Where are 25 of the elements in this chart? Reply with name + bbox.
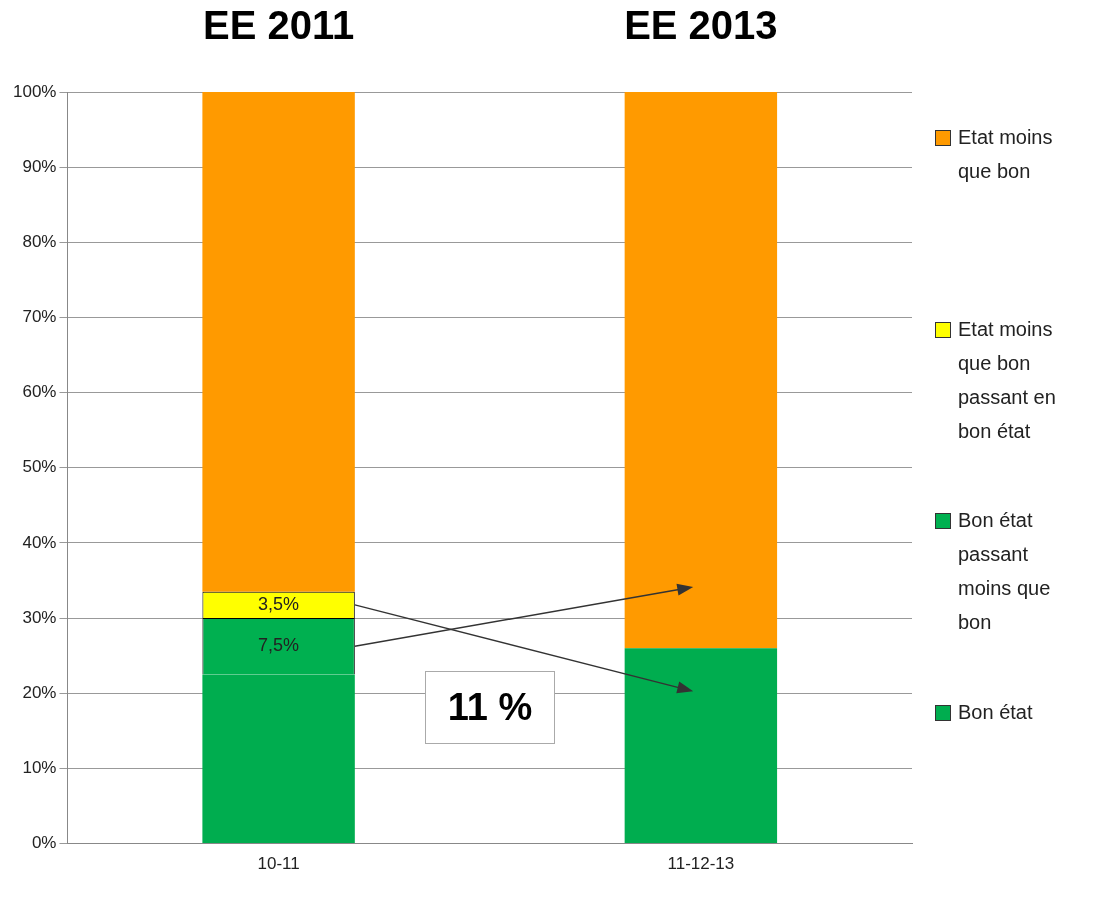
bar — [202, 92, 355, 592]
y-tick-label: 80% — [22, 232, 57, 252]
legend-label: Etat moins que bon — [958, 125, 1054, 184]
legend-label: Bon état passant moins que bon — [958, 508, 1052, 636]
legend-label: Etat moins que bon passant en bon état — [958, 316, 1057, 444]
annotation: 11 % — [424, 670, 556, 744]
y-tick-label: 30% — [22, 607, 57, 627]
data-label: 7,5% — [258, 635, 300, 656]
y-tick-label: 60% — [22, 382, 57, 402]
y-tick-label: 0% — [31, 833, 57, 853]
bar — [624, 648, 778, 844]
data-label: 3,5% — [258, 593, 300, 614]
bar — [624, 92, 778, 649]
y-tick-label: 90% — [22, 156, 57, 176]
text: EE 2011 — [202, 3, 355, 48]
text: EE 2013 — [624, 3, 778, 48]
y-tick-label: 70% — [22, 307, 57, 327]
y-tick-label: 20% — [22, 682, 57, 702]
legend-label: Bon état — [958, 699, 1033, 725]
y-tick-label: 10% — [22, 758, 57, 778]
x-tick-label: 11-12-13 — [667, 854, 735, 874]
y-tick-label: 100% — [13, 81, 57, 101]
y-tick-label: 50% — [22, 457, 57, 477]
x-tick-label: 10-11 — [257, 854, 300, 874]
y-tick-label: 40% — [22, 532, 57, 552]
